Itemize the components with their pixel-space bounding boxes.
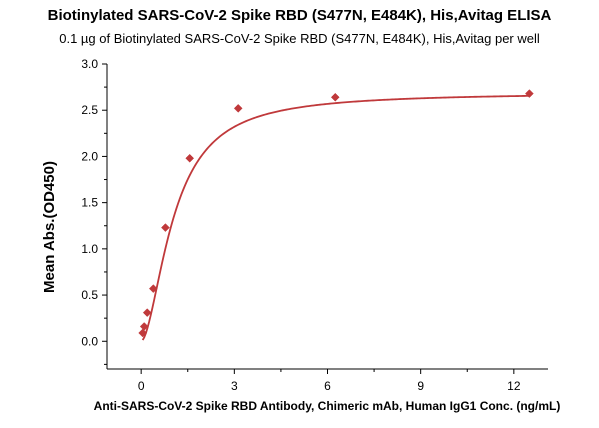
y-axis-title: Mean Abs.(OD450): [41, 161, 58, 293]
y-tick-label: 2.0: [81, 149, 98, 163]
fit-curve-layer: [141, 94, 530, 341]
data-point: [525, 89, 534, 98]
data-points-layer: [138, 89, 534, 338]
y-tick-label: 1.5: [81, 196, 98, 210]
data-point: [148, 284, 158, 293]
data-point: [330, 92, 340, 102]
y-tick-label: 3.0: [81, 57, 98, 71]
axes: 0.0 0.5 1.0 1.5 2.0 2.5 3.0 0 3 6 9 12: [81, 57, 548, 393]
chart-title: Biotinylated SARS-CoV-2 Spike RBD (S477N…: [47, 7, 552, 24]
data-point: [138, 328, 148, 338]
x-tick-label: 12: [507, 379, 521, 393]
data-point: [142, 308, 152, 317]
x-tick-label: 3: [231, 379, 238, 393]
chart-subtitle: 0.1 µg of Biotinylated SARS-CoV-2 Spike …: [59, 31, 540, 46]
x-tick-label: 9: [417, 379, 424, 393]
y-tick-label: 1.0: [81, 242, 98, 256]
x-axis-title: Anti-SARS-CoV-2 Spike RBD Antibody, Chim…: [94, 399, 561, 413]
y-tick-label: 0.5: [81, 288, 98, 302]
data-point: [185, 153, 195, 163]
data-point: [139, 322, 149, 331]
y-tick-label: 2.5: [81, 103, 98, 117]
data-point: [161, 223, 170, 232]
y-tick-label: 0.0: [81, 334, 98, 348]
data-point: [233, 104, 243, 113]
fit-curve: [141, 94, 530, 341]
x-tick-label: 6: [324, 379, 331, 393]
x-tick-label: 0: [138, 379, 145, 393]
